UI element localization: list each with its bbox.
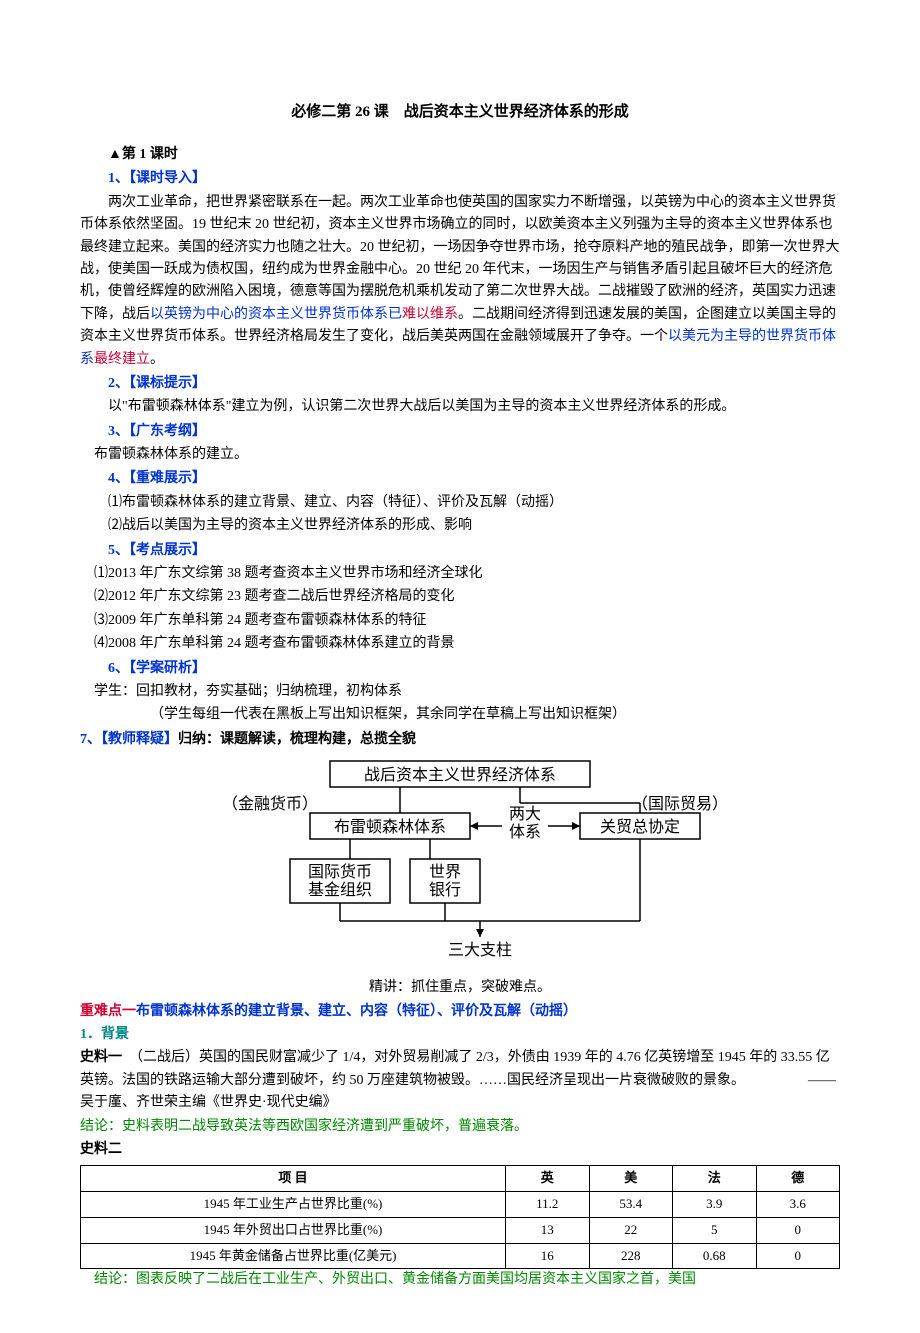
lesson-header: ▲第 1 课时 <box>80 144 840 166</box>
material-1-conclusion: 结论：史料表明二战导致英法等西欧国家经济遭到严重破坏，普遍衰落。 <box>80 1116 840 1138</box>
svg-text:三大支柱: 三大支柱 <box>448 941 512 959</box>
section-5-item: ⑵2012 年广东文综第 23 题考查二战后世界经济格局的变化 <box>80 586 840 608</box>
intro-text-g: 。 <box>150 352 164 367</box>
table-cell: 16 <box>506 1243 589 1269</box>
section-5-label: 5、【考点展示】 <box>80 540 840 562</box>
svg-text:国际货币: 国际货币 <box>308 863 372 881</box>
svg-text:银行: 银行 <box>429 881 461 899</box>
table-cell: 13 <box>506 1217 589 1243</box>
table-header: 项 目 <box>81 1166 506 1192</box>
table-cell: 3.6 <box>756 1192 840 1218</box>
source-spacer <box>738 1073 808 1088</box>
section-5-item: ⑴2013 年广东文综第 38 题考查资本主义世界市场和经济全球化 <box>80 563 840 585</box>
table-cell: 11.2 <box>506 1192 589 1218</box>
difficulty-label: 重难点一 <box>80 1004 136 1019</box>
svg-text:体系: 体系 <box>509 823 541 841</box>
material-2-label: 史料二 <box>80 1139 840 1161</box>
section-7-tail: 归纳：课题解读，梳理构建，总揽全貌 <box>178 732 416 747</box>
difficulty-heading: 重难点一布雷顿森林体系的建立背景、建立、内容（特征）、评价及瓦解（动摇） <box>80 1001 840 1023</box>
table-header: 法 <box>673 1166 756 1192</box>
section-2-body: 以"布雷顿森林体系"建立为例，认识第二次世界大战后以美国为主导的资本主义世界经济… <box>80 396 840 418</box>
section-7-label: 7、【教师释疑】 <box>80 732 178 747</box>
section-5-item: ⑷2008 年广东单科第 24 题考查布雷顿森林体系建立的背景 <box>80 633 840 655</box>
section-5-item: ⑶2009 年广东单科第 24 题考查布雷顿森林体系的特征 <box>80 610 840 632</box>
table-cell: 53.4 <box>589 1192 672 1218</box>
concept-diagram: .bx { fill: #fff; stroke: #000; stroke-w… <box>180 759 740 969</box>
table-cell: 5 <box>673 1217 756 1243</box>
table-cell: 0.68 <box>673 1243 756 1269</box>
material-1: 史料一 （二战后）英国的国民财富减少了 1/4，对外贸易削减了 2/3，外债由 … <box>80 1047 840 1114</box>
section-4-label: 4、【重难展示】 <box>80 468 840 490</box>
table-cell: 3.9 <box>673 1192 756 1218</box>
section-1-label: 1、【课时导入】 <box>80 168 840 190</box>
section-6-label: 6、【学案研析】 <box>80 658 840 680</box>
svg-text:战后资本主义世界经济体系: 战后资本主义世界经济体系 <box>364 766 556 784</box>
table-cell: 1945 年黄金储备占世界比重(亿美元) <box>81 1243 506 1269</box>
svg-text:两大: 两大 <box>509 805 541 823</box>
table-header: 英 <box>506 1166 589 1192</box>
table-cell: 1945 年外贸出口占世界比重(%) <box>81 1217 506 1243</box>
table-cell: 1945 年工业生产占世界比重(%) <box>81 1192 506 1218</box>
table-row: 1945 年外贸出口占世界比重(%) 13 22 5 0 <box>81 1217 840 1243</box>
intro-text-a: 两次工业革命，把世界紧密联系在一起。两次工业革命也使英国的国家实力不断增强，以英… <box>80 195 840 322</box>
table-row: 1945 年工业生产占世界比重(%) 11.2 53.4 3.9 3.6 <box>81 1192 840 1218</box>
table-cell: 0 <box>756 1243 840 1269</box>
material-2-conclusion: 结论：图表反映了二战后在工业生产、外贸出口、黄金储备方面美国均居资本主义国家之首… <box>80 1269 840 1291</box>
svg-text:（国际贸易）: （国际贸易） <box>632 795 728 813</box>
table-header-row: 项 目 英 美 法 德 <box>81 1166 840 1192</box>
table-cell: 22 <box>589 1217 672 1243</box>
intro-text-b: 以英镑为中心的资本主义世界货币体系已 <box>150 307 402 322</box>
table-header: 美 <box>589 1166 672 1192</box>
page-title: 必修二第 26 课 战后资本主义世界经济体系的形成 <box>80 100 840 124</box>
material-1-body: （二战后）英国的国民财富减少了 1/4，对外贸易削减了 2/3，外债由 1939… <box>80 1050 830 1087</box>
section-7-line: 7、【教师释疑】归纳：课题解读，梳理构建，总揽全貌 <box>80 729 840 751</box>
svg-text:世界: 世界 <box>429 863 461 881</box>
section-3-body: 布雷顿森林体系的建立。 <box>80 444 840 466</box>
material-1-label: 史料一 <box>80 1050 136 1065</box>
table-cell: 228 <box>589 1243 672 1269</box>
svg-text:关贸总协定: 关贸总协定 <box>600 818 680 836</box>
background-label: 1．背景 <box>80 1024 840 1046</box>
svg-text:布雷顿森林体系: 布雷顿森林体系 <box>334 818 446 836</box>
table-header: 德 <box>756 1166 840 1192</box>
intro-text-c: 难以维系 <box>402 307 458 322</box>
svg-text:（金融货币）: （金融货币） <box>222 795 318 813</box>
section-3-label: 3、【广东考纲】 <box>80 421 840 443</box>
difficulty-desc: 布雷顿森林体系的建立背景、建立、内容（特征）、评价及瓦解（动摇） <box>136 1004 577 1019</box>
section-4-item: ⑵战后以美国为主导的资本主义世界经济体系的形成、影响 <box>80 515 840 537</box>
intro-text-f: 最终建立 <box>94 352 150 367</box>
table-cell: 0 <box>756 1217 840 1243</box>
diagram-caption: 精讲：抓住重点，突破难点。 <box>80 977 840 999</box>
intro-paragraph: 两次工业革命，把世界紧密联系在一起。两次工业革命也使英国的国家实力不断增强，以英… <box>80 192 840 371</box>
svg-text:基金组织: 基金组织 <box>308 881 372 899</box>
section-6-item: （学生每组一代表在黑板上写出知识框架，其余同学在草稿上写出知识框架） <box>80 704 840 726</box>
section-6-item: 学生：回扣教材，夯实基础；归纳梳理，初构体系 <box>80 681 840 703</box>
data-table: 项 目 英 美 法 德 1945 年工业生产占世界比重(%) 11.2 53.4… <box>80 1165 840 1269</box>
section-2-label: 2、【课标提示】 <box>80 373 840 395</box>
table-row: 1945 年黄金储备占世界比重(亿美元) 16 228 0.68 0 <box>81 1243 840 1269</box>
section-4-item: ⑴布雷顿森林体系的建立背景、建立、内容（特征）、评价及瓦解（动摇） <box>80 492 840 514</box>
